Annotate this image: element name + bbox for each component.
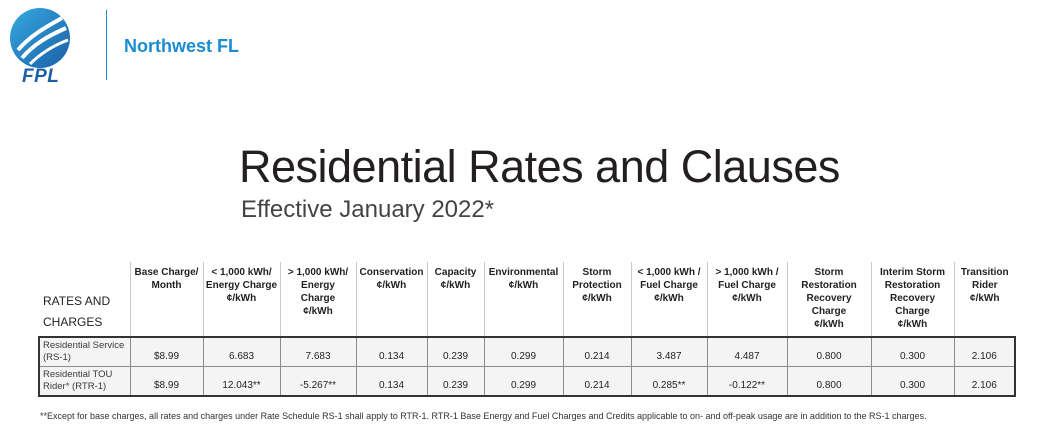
column-header: < 1,000 kWh/Energy Charge ¢/kWh [202,262,280,337]
page-subtitle: Effective January 2022* [241,196,495,223]
column-header-line: Transition [960,267,1009,278]
column-header-line: Protection [572,280,622,291]
table-header-row: RATES AND CHARGES Base Charge/Month < 1,0… [39,262,1015,337]
column-header-line: ¢/kWh [814,319,844,330]
table-cell: 3.487 [630,336,708,367]
table-row: Residential TOU Rider* (RTR-1) $8.99 12.043… [38,366,1016,397]
table-cell: 0.239 [426,366,485,397]
table-cell: 0.239 [426,336,485,367]
table-cell: 0.300 [870,366,955,397]
column-header-line: Base Charge/ [134,267,199,278]
column-header-line: Rider [971,280,998,291]
table-cell: 2.106 [953,366,1016,397]
column-header-line: Interim Storm [879,267,945,278]
column-header: Storm Protection ¢/kWh [562,262,631,337]
column-header-line: Recovery Charge [889,293,936,317]
column-header-line: Restoration [884,280,941,291]
column-header-line: ¢/kWh [508,280,539,291]
table-cell: 0.299 [483,336,564,367]
row-label-line: Residential TOU [43,369,113,380]
logo-wordmark: FPL [22,66,60,87]
table-cell: 0.214 [562,336,632,367]
column-header-line: ¢/kWh [376,280,407,291]
column-header-line: ¢/kWh [440,280,471,291]
column-header-line: Restoration [801,280,857,291]
row-label: Residential Service (RS-1) [38,336,131,367]
column-header: < 1,000 kWh / Fuel Charge ¢/kWh [630,262,707,337]
column-header: > 1,000 kWh/Energy Charge ¢/kWh [279,262,356,337]
column-header-line: ¢/kWh [226,293,257,304]
column-header-line: > 1,000 kWh/ [287,267,349,278]
column-header: Capacity ¢/kWh [426,262,484,337]
region-label: Northwest FL [124,36,239,56]
column-header: Interim Storm Restoration Recovery Charge ¢… [870,262,954,337]
table-cell: 0.300 [870,336,955,367]
table-cell: -5.267** [279,366,357,397]
column-header-line: Recovery Charge [806,293,852,317]
table-cell: 0.134 [355,336,428,367]
table-cell: 0.214 [562,366,632,397]
column-header-line: Storm [582,267,612,278]
table-cell: 4.487 [706,336,788,367]
corner-line: CHARGES [43,315,103,329]
page-title: Residential Rates and Clauses [239,141,840,192]
table-row: Residential Service (RS-1) $8.99 6.683 7.683… [38,336,1016,367]
column-header: Environmental ¢/kWh [483,262,563,337]
rates-table: RATES AND CHARGES Base Charge/Month < 1,0… [38,262,1016,397]
row-label-line: Rider* (RTR-1) [43,381,107,392]
column-header-line: Energy Charge [300,280,336,304]
column-header: Transition Rider ¢/kWh [953,262,1015,337]
corner-header: RATES AND CHARGES [39,262,130,337]
column-header-line: Storm [814,267,844,278]
row-label: Residential TOU Rider* (RTR-1) [38,366,131,397]
column-header-line: Environmental [488,267,559,278]
header-divider [106,10,107,80]
table-cell: 12.043** [202,366,281,397]
table-cell: $8.99 [129,366,204,397]
row-label-line: (RS-1) [43,352,71,363]
column-header-line: Month [151,280,182,291]
table-cell: 2.106 [953,336,1016,367]
column-header-line: ¢/kWh [303,306,333,317]
column-header-line: ¢/kWh [970,293,1000,304]
column-header-line: > 1,000 kWh / [715,267,779,278]
table-cell: 0.299 [483,366,564,397]
table-cell: 0.285** [630,366,708,397]
column-header-line: Energy Charge [205,280,278,291]
column-header: Base Charge/Month [129,262,203,337]
column-header-line: ¢/kWh [582,293,612,304]
column-header-line: ¢/kWh [732,293,762,304]
fpl-logo: FPL [6,6,88,87]
table-cell: 0.800 [786,336,872,367]
column-header-line: Fuel Charge [640,280,698,291]
column-header-line: Fuel Charge [718,280,776,291]
column-header-line: < 1,000 kWh/ [211,267,272,278]
column-header-line: ¢/kWh [654,293,684,304]
table-cell: -0.122** [706,366,788,397]
column-header-line: < 1,000 kWh / [637,267,701,278]
column-header: Conservation ¢/kWh [355,262,427,337]
corner-line: RATES AND [43,294,111,308]
column-header-line: Conservation [359,267,424,278]
table-cell: 0.134 [355,366,428,397]
column-header-line: ¢/kWh [897,319,928,330]
table-body: Residential Service (RS-1) $8.99 6.683 7.683… [38,336,1016,397]
table-cell: $8.99 [129,336,204,367]
table-cell: 0.800 [786,366,872,397]
footnote: **Except for base charges, all rates and… [40,411,927,421]
column-header-line: Capacity [434,267,477,278]
fpl-sun-icon [10,8,70,68]
column-header: > 1,000 kWh / Fuel Charge ¢/kWh [706,262,787,337]
column-header: Storm Restoration Recovery Charge ¢/kWh [786,262,871,337]
table-cell: 6.683 [202,336,281,367]
row-label-line: Residential Service [43,340,125,351]
table-cell: 7.683 [279,336,357,367]
